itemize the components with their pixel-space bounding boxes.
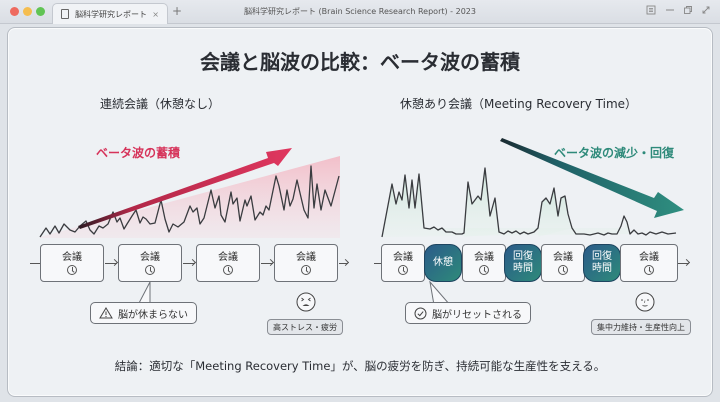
connector — [183, 263, 195, 264]
restore-icon[interactable] — [683, 5, 693, 19]
tab-label: 脳科学研究レポート — [75, 9, 147, 19]
break-node: 休憩 — [424, 244, 462, 282]
clock-icon — [145, 265, 155, 275]
clock-icon — [223, 265, 233, 275]
brain-no-rest-callout: 脳が休まらない — [90, 302, 197, 324]
document-icon — [61, 9, 69, 19]
clock-icon — [301, 265, 311, 275]
right-arrow-label: ベータ波の減少・回復 — [554, 146, 675, 160]
connector — [339, 263, 348, 264]
minimize-window-button[interactable] — [23, 7, 32, 16]
connector — [261, 263, 273, 264]
meeting-node-r4: 会議 — [620, 244, 678, 282]
window-title: 脳科学研究レポート (Brain Science Research Report… — [244, 7, 476, 16]
left-arrow-label: ベータ波の蓄積 — [96, 146, 181, 160]
tired-face-icon — [296, 292, 316, 312]
arrow-right-icon — [341, 258, 350, 267]
slide-content: 会議と脳波の比較：ベータ波の蓄積 連続会議（休憩なし） ベータ波の蓄積 — [7, 27, 713, 397]
connector — [30, 263, 40, 264]
meeting-node-1: 会議 — [40, 244, 104, 282]
recovery-time-node-2: 回復 時間 — [583, 244, 621, 282]
slide-title: 会議と脳波の比較：ベータ波の蓄積 — [200, 50, 520, 74]
zoom-window-button[interactable] — [36, 7, 45, 16]
beta-wave-recovery-chart — [381, 138, 684, 238]
clock-icon — [479, 265, 489, 275]
connector — [374, 263, 381, 264]
meeting-node-r1: 会議 — [381, 244, 425, 282]
calm-face-icon — [635, 292, 655, 312]
left-subtitle: 連続会議（休憩なし） — [100, 97, 221, 111]
title-bar: 脳科学研究レポート × + 脳科学研究レポート (Brain Science R… — [0, 0, 720, 24]
close-window-button[interactable] — [10, 7, 19, 16]
productivity-badge: 集中力維持・生産性向上 — [591, 319, 691, 335]
high-stress-badge: 高ストレス・疲労 — [267, 319, 343, 335]
meeting-node-r2: 会議 — [462, 244, 506, 282]
warning-icon — [99, 307, 113, 319]
meeting-node-4: 会議 — [274, 244, 338, 282]
tab-brain-report[interactable]: 脳科学研究レポート × — [52, 3, 168, 24]
connector — [105, 263, 117, 264]
clock-icon — [644, 265, 654, 275]
clock-icon — [67, 265, 77, 275]
meeting-node-2: 会議 — [118, 244, 182, 282]
brain-reset-callout: 脳がリセットされる — [405, 302, 531, 324]
new-tab-button[interactable]: + — [172, 4, 183, 18]
tab-close-icon[interactable]: × — [152, 9, 159, 19]
minimize-icon[interactable] — [665, 5, 675, 19]
meeting-node-r3: 会議 — [541, 244, 585, 282]
conclusion-text: 結論：適切な「Meeting Recovery Time」が、脳の疲労を防ぎ、持… — [114, 359, 606, 373]
right-subtitle: 休憩あり会議（Meeting Recovery Time） — [400, 97, 638, 111]
check-circle-icon — [414, 307, 427, 319]
arrow-right-icon — [266, 258, 275, 267]
arrow-right-icon — [682, 258, 691, 267]
arrow-right-icon — [110, 258, 119, 267]
connector — [678, 263, 689, 264]
fullscreen-icon[interactable] — [701, 5, 711, 19]
reader-icon[interactable] — [646, 5, 656, 19]
meeting-node-3: 会議 — [196, 244, 260, 282]
clock-icon — [558, 265, 568, 275]
beta-wave-accumulation-chart — [39, 148, 340, 238]
clock-icon — [398, 265, 408, 275]
arrow-right-icon — [188, 258, 197, 267]
recovery-time-node-1: 回復 時間 — [504, 244, 542, 282]
